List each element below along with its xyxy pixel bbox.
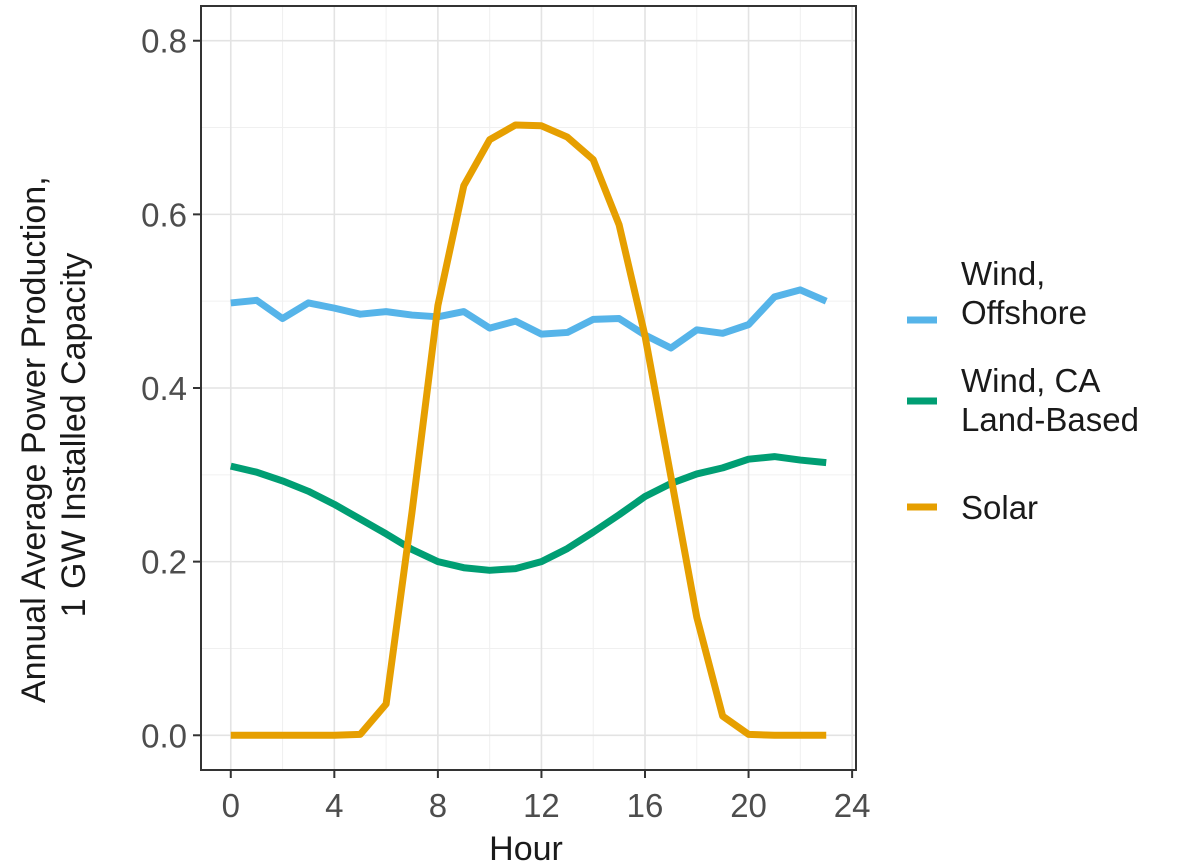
x-tick-label: 16 [627,787,664,824]
series-line-wind-ca-land-based [229,453,827,574]
legend-label-line: Offshore [961,294,1087,331]
series-line-wind-offshore [230,286,828,352]
x-tick-label: 8 [429,787,447,824]
legend-label-solar: Solar [961,489,1038,526]
y-tick-label: 0.4 [141,370,187,407]
y-axis-title: Annual Average Power Production, 1 GW In… [15,167,93,703]
legend-label-line: Land-Based [961,401,1139,438]
series-line-solar [230,121,827,739]
x-tick-label: 0 [222,787,240,824]
legend-item-solar: Solar [907,489,1038,526]
y-tick-label: 0.8 [141,23,187,60]
y-axis-title-line-2: 1 GW Installed Capacity [55,253,93,618]
series-lines [229,121,828,739]
legend-label-wind-offshore: Wind, Offshore [961,255,1087,331]
x-tick-label: 4 [325,787,343,824]
legend-item-wind-ca-land-based: Wind, CA Land-Based [907,362,1139,438]
axis-tick-labels: 0 4 8 12 16 20 24 0.0 0.2 0.4 0.6 0.8 [141,23,870,824]
y-tick-label: 0.2 [141,544,187,581]
legend: Wind, Offshore Wind, CA Land-Based Solar [907,255,1139,526]
legend-item-wind-offshore: Wind, Offshore [907,255,1087,331]
legend-label-line: Solar [961,489,1038,526]
y-tick-label: 0.6 [141,196,187,233]
legend-label-wind-ca-land-based: Wind, CA Land-Based [961,362,1139,438]
y-tick-label: 0.0 [141,717,187,754]
x-tick-label: 20 [730,787,767,824]
axis-ticks [193,39,854,778]
legend-label-line: Wind, CA [961,362,1100,399]
x-tick-label: 24 [834,787,871,824]
x-tick-label: 12 [523,787,560,824]
legend-label-line: Wind, [961,255,1045,292]
y-axis-title-line-1: Annual Average Power Production, [15,176,53,703]
x-axis-title: Hour [489,830,563,865]
